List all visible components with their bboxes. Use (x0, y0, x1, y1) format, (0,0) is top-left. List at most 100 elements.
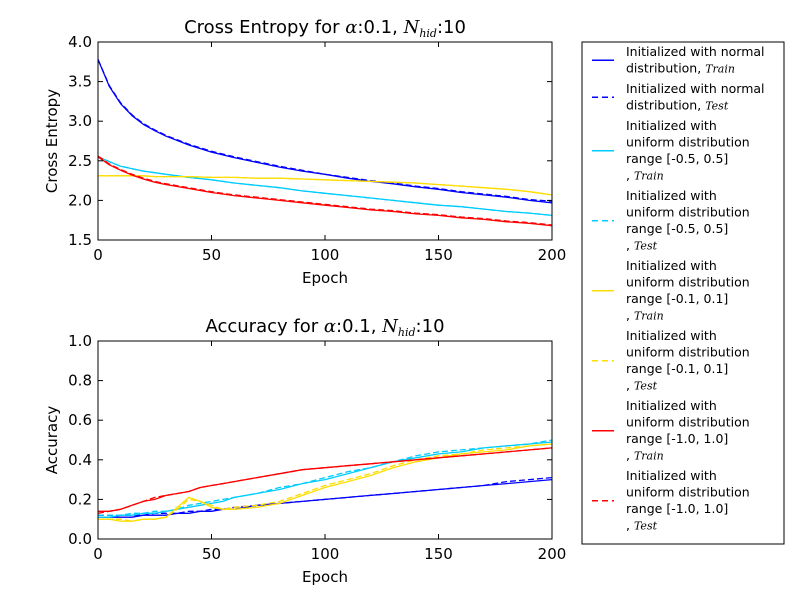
legend-entry-text: Initialized with normal (626, 44, 765, 59)
legend-entry-text: uniform distribution (626, 415, 750, 430)
y-tick-label: 1.0 (68, 332, 92, 350)
title-alpha: α (324, 316, 336, 337)
legend-entry-text: , Test (626, 518, 658, 533)
series-line-7 (98, 155, 552, 226)
legend-frame (581, 41, 785, 545)
legend-line: , (626, 238, 634, 253)
title-n: N (381, 316, 399, 337)
x-tick-label: 200 (538, 545, 567, 563)
legend-entry-text: uniform distribution (626, 345, 750, 360)
legend-line: range [-0.1, 0.1] (626, 361, 728, 376)
y-tick-label: 4.0 (68, 33, 92, 51)
legend-line: Initialized with (626, 118, 717, 133)
legend-line: distribution, (626, 98, 705, 113)
y-axis-label: Cross Entropy (43, 89, 61, 193)
series-line-5 (98, 443, 552, 522)
series-line-5 (98, 175, 552, 196)
series-line-0 (98, 59, 552, 204)
legend-line: Initialized with (626, 468, 717, 483)
series-lines (98, 59, 552, 227)
series-line-1 (98, 59, 552, 202)
legend-entry-text: uniform distribution (626, 485, 750, 500)
legend-line: , (626, 448, 634, 463)
y-tick-label: 0.6 (68, 411, 92, 429)
legend-entry-text: Initialized with (626, 398, 717, 413)
title-suffix: :10 (416, 316, 445, 337)
x-tick-label: 200 (538, 246, 567, 264)
y-tick-label: 1.5 (68, 231, 92, 249)
legend-line: uniform distribution (626, 485, 750, 500)
legend-line: Initialized with normal (626, 44, 765, 59)
legend-entry-text: range [-1.0, 1.0] (626, 431, 728, 446)
series-line-1 (98, 476, 552, 516)
legend-line: uniform distribution (626, 345, 750, 360)
legend-entry-text: range [-0.5, 0.5] (626, 151, 728, 166)
legend-entry-text: range [-0.1, 0.1] (626, 361, 728, 376)
legend-entry-text: Initialized with (626, 118, 717, 133)
x-tick-label: 0 (93, 545, 103, 563)
legend-entry-text: distribution, Test (626, 98, 729, 113)
accuracy-chart: 0 50 100 150 200 0.0 0.2 0.4 0.6 0.8 1.0 Epoch Accur… (43, 316, 566, 586)
cross-entropy-chart: 0 50 100 150 200 1.5 2.0 2.5 3.0 3.5 4.0 Epoch Cross… (43, 17, 566, 287)
legend-line: Initialized with normal (626, 81, 765, 96)
legend-line: Initialized with (626, 398, 717, 413)
legend-line: uniform distribution (626, 275, 750, 290)
legend-entry-text: Initialized with (626, 258, 717, 273)
legend-entry-text: range [-1.0, 1.0] (626, 501, 728, 516)
x-tick-label: 100 (311, 246, 340, 264)
x-tick-label: 50 (202, 246, 221, 264)
y-tick-label: 3.5 (68, 73, 92, 91)
legend-entry-text: , Test (626, 378, 658, 393)
series-line-6 (98, 156, 552, 227)
title-prefix: Accuracy for (205, 316, 323, 337)
legend-math-label: Train (634, 450, 664, 463)
series-line-3 (98, 156, 552, 217)
legend-entry-text: , Train (626, 308, 664, 323)
legend-line: uniform distribution (626, 415, 750, 430)
legend-line: , (626, 518, 634, 533)
legend-entry-text: , Train (626, 448, 664, 463)
legend-line: Initialized with (626, 188, 717, 203)
chart-title: Accuracy for α:0.1, Nhid:10 (205, 316, 444, 339)
legend-line: , (626, 378, 634, 393)
legend-entry-text: range [-0.1, 0.1] (626, 291, 728, 306)
legend-entry-text: Initialized with (626, 188, 717, 203)
legend-line: range [-0.5, 0.5] (626, 221, 728, 236)
x-axis-label: Epoch (302, 568, 348, 586)
legend-entry-text: distribution, Train (626, 61, 735, 76)
legend-line: Initialized with (626, 328, 717, 343)
y-tick-label: 0.0 (68, 530, 92, 548)
legend-math-label: Train (634, 310, 664, 323)
title-mid: :0.1, (336, 316, 382, 337)
x-tick-label: 50 (202, 545, 221, 563)
legend-entry-text: , Train (626, 168, 664, 183)
y-tick-label: 2.0 (68, 191, 92, 209)
legend-line: range [-0.5, 0.5] (626, 151, 728, 166)
legend-entry-text: Initialized with (626, 468, 717, 483)
legend-entry-text: uniform distribution (626, 205, 750, 220)
legend-entry-text: Initialized with normal (626, 81, 765, 96)
series-line-3 (98, 439, 552, 516)
legend: Initialized with normal distribution, Tra… (581, 41, 785, 545)
y-tick-label: 2.5 (68, 152, 92, 170)
series-line-2 (98, 441, 552, 518)
x-tick-label: 0 (93, 246, 103, 264)
title-prefix: Cross Entropy for (184, 17, 345, 38)
y-axis-label: Accuracy (43, 406, 61, 475)
legend-math-label: Test (634, 520, 658, 533)
title-n: N (403, 17, 421, 38)
legend-line: , (626, 168, 634, 183)
legend-line: Initialized with (626, 258, 717, 273)
legend-math-label: Train (634, 170, 664, 183)
legend-entry-text: , Test (626, 238, 658, 253)
y-tick-label: 0.8 (68, 372, 92, 390)
x-tick-label: 150 (424, 545, 453, 563)
legend-line: range [-0.1, 0.1] (626, 291, 728, 306)
legend-line: , (626, 308, 634, 323)
legend-math-label: Test (634, 380, 658, 393)
legend-line: range [-1.0, 1.0] (626, 501, 728, 516)
legend-math-label: Test (705, 100, 729, 113)
title-n-subscript: hid (419, 27, 437, 40)
y-tick-label: 0.2 (68, 490, 92, 508)
legend-entry-text: uniform distribution (626, 275, 750, 290)
